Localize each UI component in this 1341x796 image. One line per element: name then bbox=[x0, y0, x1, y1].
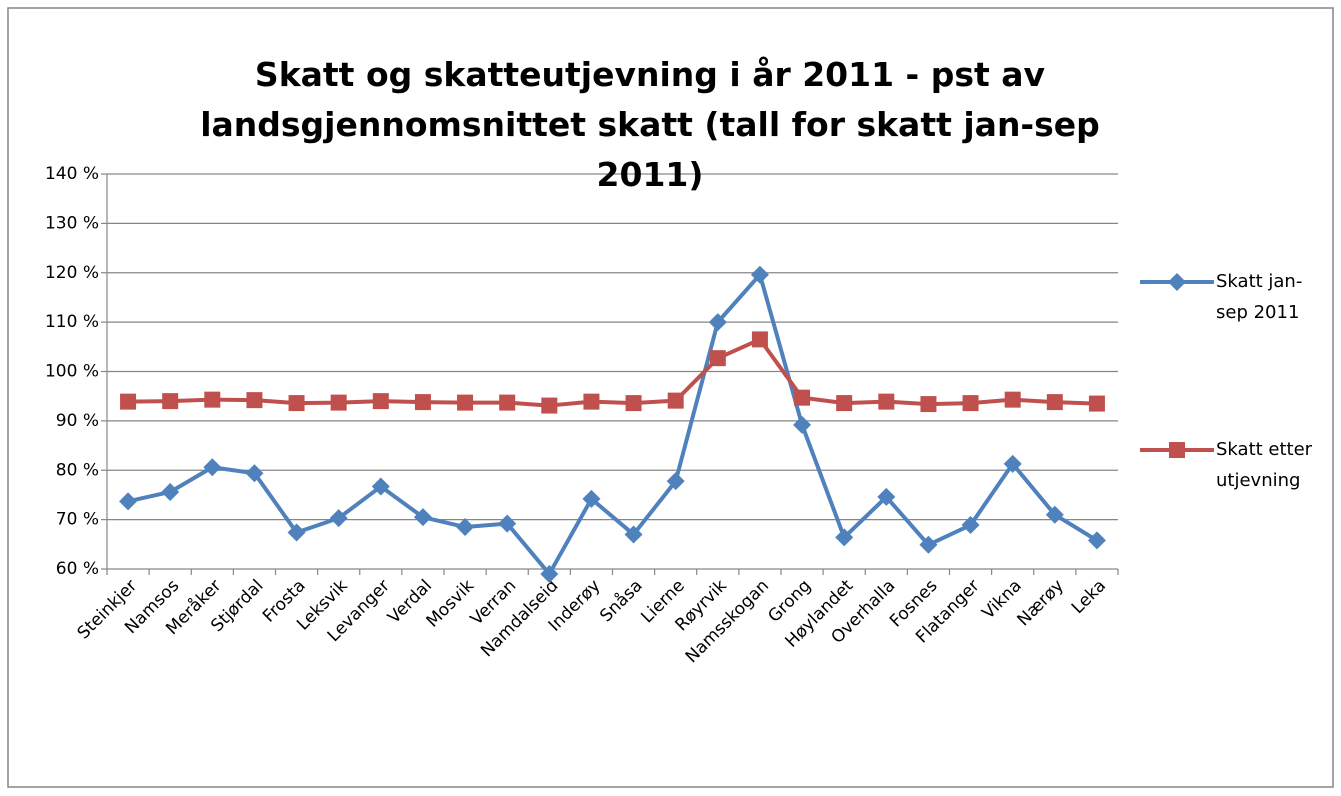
data-point bbox=[583, 393, 600, 410]
data-point bbox=[413, 508, 432, 527]
data-point bbox=[162, 393, 179, 410]
data-point bbox=[246, 392, 263, 409]
data-point bbox=[1087, 531, 1106, 550]
data-point bbox=[708, 313, 727, 332]
data-point bbox=[877, 487, 896, 506]
data-point bbox=[961, 516, 980, 535]
data-point bbox=[499, 394, 516, 411]
data-point bbox=[667, 392, 684, 409]
y-tick-label: 90 % bbox=[56, 411, 99, 431]
data-point bbox=[457, 394, 474, 411]
data-point bbox=[878, 393, 895, 410]
data-point bbox=[794, 389, 811, 406]
data-point bbox=[625, 395, 642, 412]
y-tick-label: 100 % bbox=[45, 362, 99, 382]
chart-title: Skatt og skatteutjevning i år 2011 - pst… bbox=[200, 55, 1100, 194]
data-point bbox=[540, 564, 559, 583]
data-point bbox=[750, 265, 769, 284]
data-point bbox=[1003, 454, 1022, 473]
data-point bbox=[541, 397, 558, 414]
data-point bbox=[793, 415, 812, 434]
data-point bbox=[751, 331, 768, 348]
data-point bbox=[920, 396, 937, 413]
data-point bbox=[204, 391, 221, 408]
legend-marker bbox=[1169, 442, 1185, 458]
data-point bbox=[624, 525, 643, 544]
data-point bbox=[120, 393, 137, 410]
data-point bbox=[330, 394, 347, 411]
y-tick-label: 80 % bbox=[56, 460, 99, 480]
data-point bbox=[1088, 395, 1105, 412]
y-tick-label: 110 % bbox=[45, 312, 99, 332]
data-point bbox=[1004, 391, 1021, 408]
data-point bbox=[836, 395, 853, 412]
data-point bbox=[962, 395, 979, 412]
data-point bbox=[161, 482, 180, 501]
legend-marker bbox=[1168, 273, 1186, 291]
data-point bbox=[329, 509, 348, 528]
y-tick-label: 140 % bbox=[45, 164, 99, 184]
data-point bbox=[582, 489, 601, 508]
y-tick-label: 60 % bbox=[56, 559, 99, 579]
data-point bbox=[245, 464, 264, 483]
series-line bbox=[127, 272, 1098, 576]
data-point bbox=[456, 518, 475, 537]
data-point bbox=[372, 393, 389, 410]
data-point bbox=[498, 514, 517, 533]
y-tick-label: 120 % bbox=[45, 263, 99, 283]
data-point bbox=[666, 472, 685, 491]
legend-label: Skatt jan-sep 2011 bbox=[1216, 271, 1303, 323]
y-tick-label: 130 % bbox=[45, 213, 99, 233]
data-point bbox=[371, 477, 390, 496]
data-point bbox=[414, 394, 431, 411]
data-point bbox=[835, 528, 854, 547]
data-point bbox=[709, 350, 726, 367]
data-point bbox=[287, 523, 306, 542]
y-tick-label: 70 % bbox=[56, 510, 99, 530]
data-point bbox=[1045, 505, 1064, 524]
data-point bbox=[203, 458, 222, 477]
data-point bbox=[919, 535, 938, 554]
data-point bbox=[119, 492, 138, 511]
data-point bbox=[288, 395, 305, 412]
legend-label: Skatt etter utjevning bbox=[1216, 439, 1313, 491]
data-point bbox=[1046, 394, 1063, 411]
